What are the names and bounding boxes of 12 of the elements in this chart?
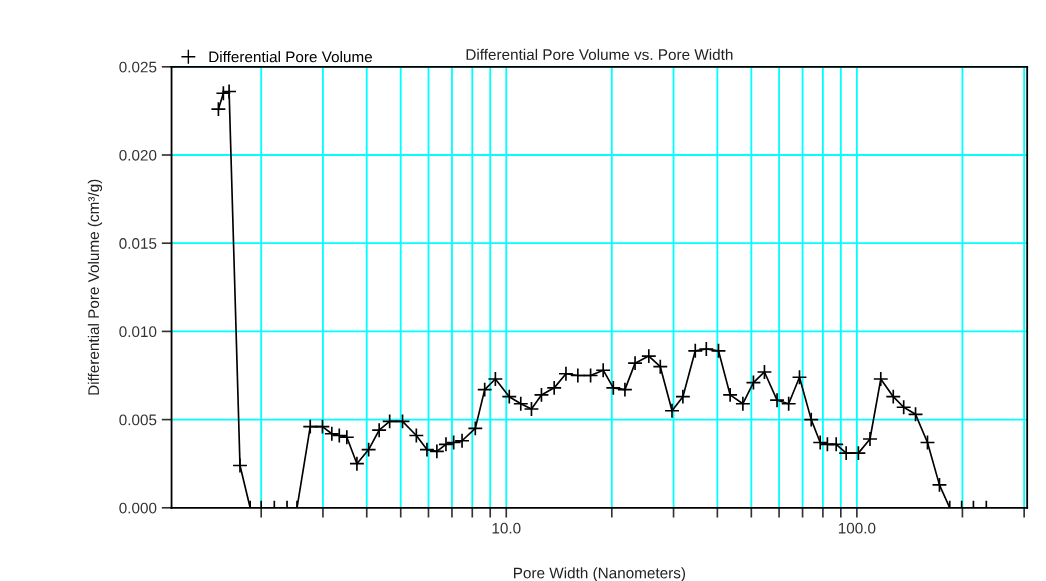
y-tick-label: 0.005 [119,414,157,426]
legend-label: Differential Pore Volume [209,51,373,63]
x-tick-label: 100.0 [838,522,876,534]
y-axis-title: Differential Pore Volume (cm³/g) [87,179,103,395]
y-tick-label: 0.025 [119,61,157,73]
x-axis-title: Pore Width (Nanometers) [514,567,686,581]
y-tick-label: 0.000 [119,502,157,514]
y-tick-label: 0.010 [119,326,157,338]
y-tick-label: 0.020 [119,149,157,161]
chart-title: Differential Pore Volume vs. Pore Width [466,48,733,61]
y-tick-label: 0.015 [119,238,157,249]
x-tick-label: 10.0 [492,522,521,534]
